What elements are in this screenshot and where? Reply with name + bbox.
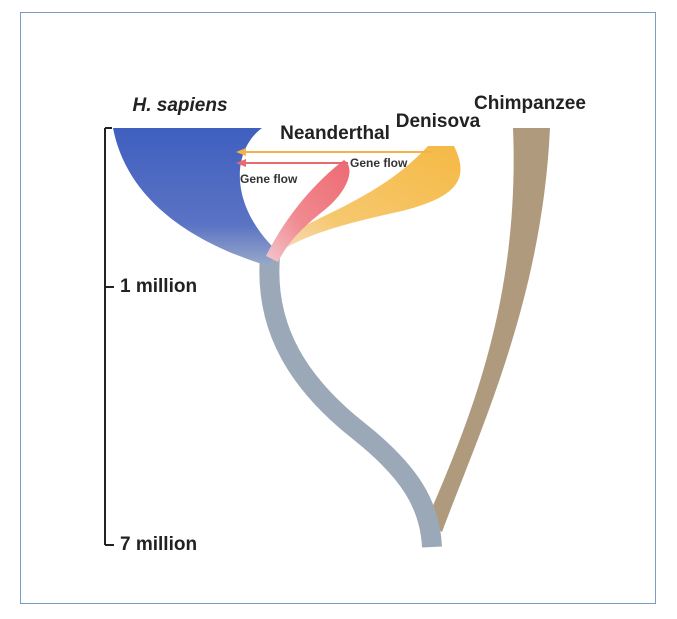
sapiens-branch — [113, 128, 278, 266]
time-label: 7 million — [120, 534, 197, 555]
chimpanzee-branch — [426, 128, 550, 532]
arrowhead — [236, 159, 246, 167]
gene-flow-label: Gene flow — [240, 172, 298, 186]
frame — [20, 12, 656, 604]
time-label: 1 million — [120, 276, 197, 297]
species-label: H. sapiens — [132, 95, 227, 116]
species-label: Neanderthal — [280, 123, 390, 144]
gene-flow-label: Gene flow — [350, 156, 408, 170]
denisova-branch — [278, 146, 461, 250]
arrowhead — [236, 148, 246, 156]
species-label: Denisova — [396, 111, 481, 132]
neanderthal-branch — [266, 160, 350, 262]
main-stem — [259, 255, 442, 548]
species-label: Chimpanzee — [474, 93, 586, 114]
